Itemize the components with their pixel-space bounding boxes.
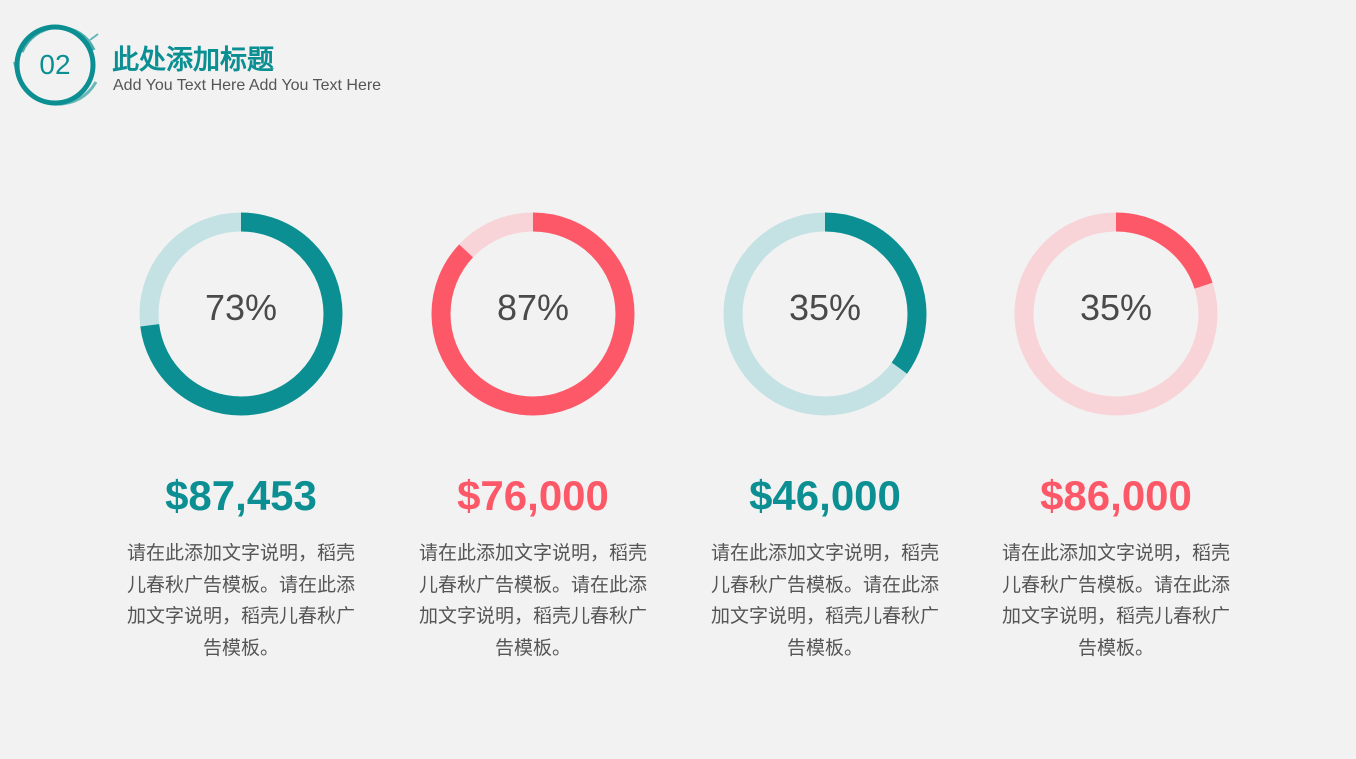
donut-chart: 35% (716, 205, 934, 423)
donut-svg (1014, 212, 1218, 416)
description-text: 请在此添加文字说明，稻壳儿春秋广告模板。请在此添加文字说明，稻壳儿春秋广告模板。 (710, 542, 939, 659)
donut-svg (723, 212, 927, 416)
donut-svg (139, 212, 343, 416)
donut-chart: 35% (1007, 205, 1225, 423)
amount-value: $46,000 (749, 472, 901, 519)
description-text: 请在此添加文字说明，稻壳儿春秋广告模板。请在此添加文字说明，稻壳儿春秋广告模板。 (1001, 542, 1230, 659)
donut-value-arc (139, 212, 343, 416)
percent-label: 35% (788, 287, 862, 328)
donut-value-arc (431, 212, 635, 416)
page-subtitle: Add You Text Here Add You Text Here (113, 77, 382, 94)
description-text: 请在此添加文字说明，稻壳儿春秋广告模板。请在此添加文字说明，稻壳儿春秋广告模板。 (126, 542, 355, 659)
page-title: 此处添加标题 (112, 45, 274, 76)
amount-value: $87,453 (165, 472, 317, 519)
description-text: 请在此添加文字说明，稻壳儿春秋广告模板。请在此添加文字说明，稻壳儿春秋广告模板。 (418, 542, 647, 659)
donut-chart: 87% (424, 205, 642, 423)
donut-chart: 73% (132, 205, 350, 423)
brush-circle-icon (13, 24, 99, 106)
donut-value-arc (1014, 212, 1218, 416)
percent-label: 87% (496, 287, 570, 328)
amount-value: $86,000 (1040, 472, 1192, 519)
section-number: 02 (39, 49, 71, 80)
percent-label: 73% (204, 287, 278, 328)
section-badge: 02 (12, 22, 102, 110)
donut-value-arc (723, 212, 927, 416)
amount-value: $76,000 (457, 472, 609, 519)
donut-svg (431, 212, 635, 416)
percent-label: 35% (1079, 287, 1153, 328)
